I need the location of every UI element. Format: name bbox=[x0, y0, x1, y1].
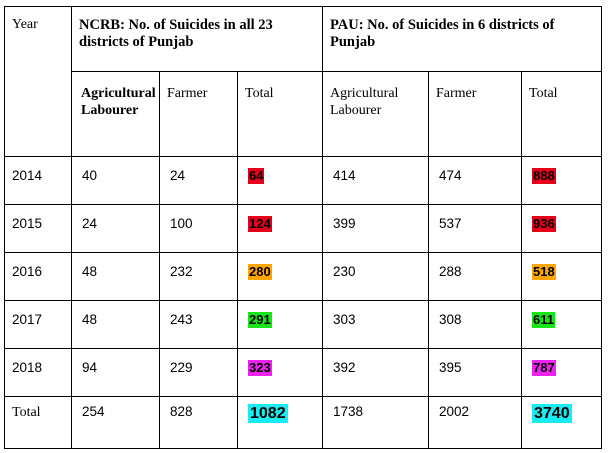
pau-agri-header: Agricultural Labourer bbox=[322, 71, 429, 157]
pau-agri-cell: 399 bbox=[322, 204, 429, 253]
header-row: Year NCRB: No. of Suicides in all 23 dis… bbox=[4, 6, 603, 157]
ncrb-grand-total: 1082 bbox=[248, 404, 288, 423]
pau-total-value: 888 bbox=[532, 168, 556, 184]
totals-row: Total 254 828 1082 1738 2002 3740 bbox=[4, 396, 603, 449]
pau-farmer-total: 2002 bbox=[428, 396, 522, 449]
suicide-statistics-table: Year NCRB: No. of Suicides in all 23 dis… bbox=[4, 6, 603, 449]
pau-farmer-cell: 474 bbox=[428, 156, 522, 205]
ncrb-total-value: 291 bbox=[248, 312, 272, 328]
table-row: 2015 24 100 124 399 537 936 bbox=[4, 204, 603, 253]
pau-farmer-cell: 395 bbox=[428, 348, 522, 397]
ncrb-total-value: 323 bbox=[248, 360, 272, 376]
year-cell: 2015 bbox=[4, 204, 72, 253]
pau-total-cell: 787 bbox=[520, 348, 603, 397]
pau-total-value: 518 bbox=[532, 264, 556, 280]
year-header: Year bbox=[4, 6, 72, 157]
ncrb-agri-total: 254 bbox=[71, 396, 160, 449]
pau-total-cell: 936 bbox=[520, 204, 603, 253]
ncrb-farmer-cell: 24 bbox=[159, 156, 238, 205]
pau-agri-cell: 303 bbox=[322, 300, 429, 349]
table-row: 2014 40 24 64 414 474 888 bbox=[4, 156, 603, 205]
pau-agri-total: 1738 bbox=[322, 396, 429, 449]
ncrb-farmer-total: 828 bbox=[159, 396, 238, 449]
ncrb-agri-cell: 48 bbox=[71, 300, 160, 349]
ncrb-total-cell: 64 bbox=[237, 156, 323, 205]
pau-agri-cell: 230 bbox=[322, 252, 429, 301]
pau-farmer-cell: 308 bbox=[428, 300, 522, 349]
pau-farmer-cell: 288 bbox=[428, 252, 522, 301]
pau-grand-total: 3740 bbox=[532, 404, 572, 423]
pau-total-value: 936 bbox=[532, 216, 556, 232]
ncrb-agri-cell: 94 bbox=[71, 348, 160, 397]
ncrb-total-value: 64 bbox=[248, 168, 265, 184]
pau-grand-total-cell: 3740 bbox=[520, 396, 603, 449]
ncrb-group-header: NCRB: No. of Suicides in all 23 district… bbox=[71, 6, 323, 72]
pau-total-value: 787 bbox=[532, 360, 556, 376]
table-row: 2016 48 232 280 230 288 518 bbox=[4, 252, 603, 301]
table-row: 2018 94 229 323 392 395 787 bbox=[4, 348, 603, 397]
ncrb-total-cell: 323 bbox=[237, 348, 323, 397]
ncrb-total-value: 124 bbox=[248, 216, 272, 232]
pau-group-header: PAU: No. of Suicides in 6 districts of P… bbox=[321, 6, 603, 72]
pau-total-header: Total bbox=[520, 71, 603, 157]
ncrb-grand-total-cell: 1082 bbox=[237, 396, 323, 449]
year-cell: 2014 bbox=[4, 156, 72, 205]
totals-label: Total bbox=[4, 396, 72, 449]
pau-farmer-cell: 537 bbox=[428, 204, 522, 253]
pau-total-value: 611 bbox=[532, 312, 555, 328]
ncrb-total-value: 280 bbox=[248, 264, 272, 280]
ncrb-farmer-header: Farmer bbox=[159, 71, 238, 157]
pau-farmer-header: Farmer bbox=[428, 71, 522, 157]
ncrb-farmer-cell: 243 bbox=[159, 300, 238, 349]
table-row: 2017 48 243 291 303 308 611 bbox=[4, 300, 603, 349]
ncrb-farmer-cell: 100 bbox=[159, 204, 238, 253]
ncrb-agri-cell: 48 bbox=[71, 252, 160, 301]
pau-agri-cell: 414 bbox=[322, 156, 429, 205]
pau-total-cell: 888 bbox=[520, 156, 603, 205]
pau-total-cell: 611 bbox=[520, 300, 603, 349]
ncrb-total-cell: 124 bbox=[237, 204, 323, 253]
ncrb-total-cell: 291 bbox=[237, 300, 323, 349]
pau-agri-cell: 392 bbox=[322, 348, 429, 397]
ncrb-farmer-cell: 229 bbox=[159, 348, 238, 397]
year-cell: 2017 bbox=[4, 300, 72, 349]
ncrb-total-header: Total bbox=[237, 71, 323, 157]
ncrb-farmer-cell: 232 bbox=[159, 252, 238, 301]
subheader-row: Agricultural Labourer Farmer Total Agric… bbox=[5, 71, 603, 157]
ncrb-total-cell: 280 bbox=[237, 252, 323, 301]
ncrb-agri-cell: 40 bbox=[71, 156, 160, 205]
year-cell: 2018 bbox=[4, 348, 72, 397]
year-cell: 2016 bbox=[4, 252, 72, 301]
ncrb-agri-header: Agricultural Labourer bbox=[71, 71, 160, 157]
ncrb-agri-cell: 24 bbox=[71, 204, 160, 253]
pau-total-cell: 518 bbox=[520, 252, 603, 301]
